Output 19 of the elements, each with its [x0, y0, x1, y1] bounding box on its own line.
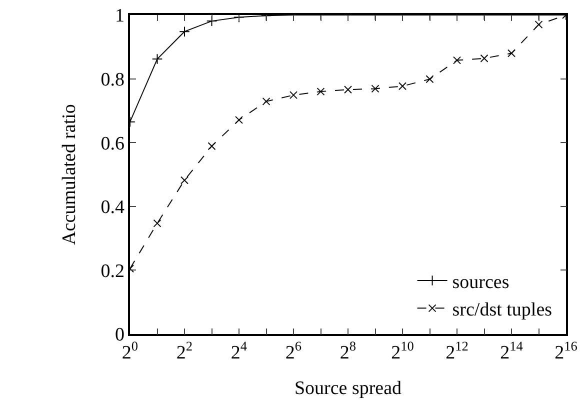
y-tick-label: 0	[114, 324, 124, 346]
x-tick-label: 2$^{2}$	[176, 338, 193, 364]
legend-label: src/dst tuples	[452, 300, 552, 321]
x-tick-label: 2$^{4}$	[230, 338, 248, 364]
y-axis-title: Accumulated ratio	[59, 104, 80, 245]
y-tick-label: 1	[114, 6, 124, 27]
x-axis-title: Source spread	[294, 378, 402, 399]
y-tick-label: 0.2	[100, 260, 124, 282]
legend-label: sources	[452, 272, 510, 293]
y-tick-label: 0.4	[100, 197, 125, 218]
x-tick-label: 2$^{16}$	[554, 338, 578, 364]
x-tick-label: 2$^{12}$	[446, 338, 468, 364]
x-tick-label: 2$^{14}$	[500, 338, 524, 364]
x-tick-label: 2$^{6}$	[285, 338, 302, 364]
x-tick-label: 2$^{8}$	[340, 338, 356, 364]
x-tick-label: 2$^{10}$	[391, 338, 414, 364]
y-tick-label: 0.6	[100, 133, 124, 154]
x-tick-label: 2$^{0}$	[122, 338, 138, 364]
y-tick-label: 0.8	[100, 69, 124, 90]
